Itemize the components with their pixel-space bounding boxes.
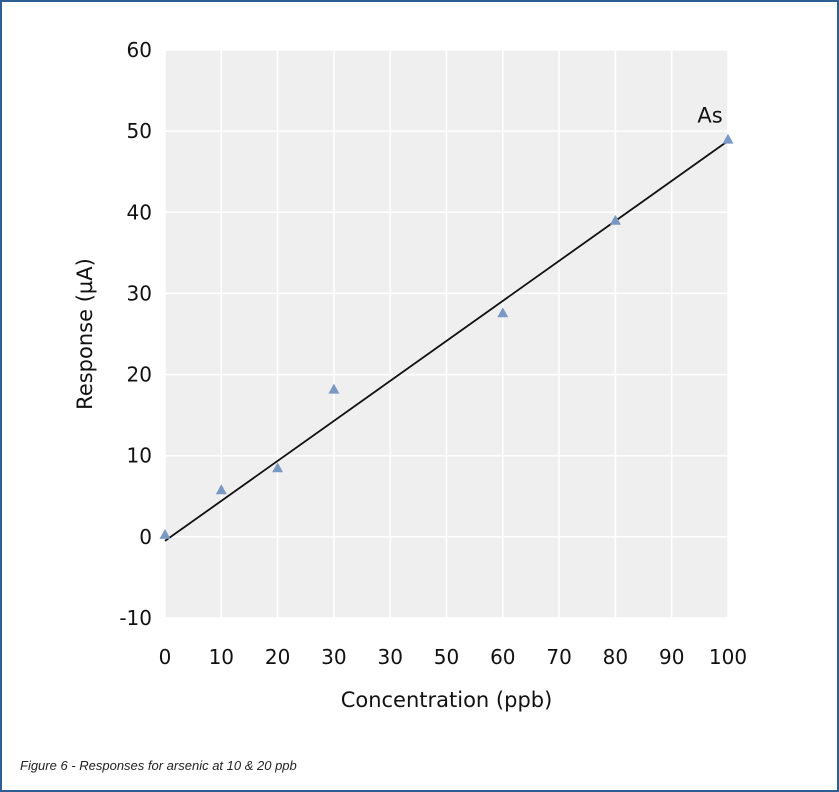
data-point	[272, 462, 284, 473]
x-tick-label: 30	[377, 645, 402, 669]
data-point	[609, 214, 621, 225]
y-tick-label: 0	[139, 525, 152, 549]
series-label: As	[697, 103, 722, 127]
y-tick-label: 50	[127, 119, 152, 143]
trendline	[164, 140, 729, 542]
y-tick-label: 20	[127, 363, 152, 387]
x-tick-label: 10	[209, 645, 234, 669]
gridlines	[164, 49, 729, 619]
data-point	[215, 484, 227, 495]
y-tick-label: 10	[127, 444, 152, 468]
y-tick-label: 40	[127, 200, 152, 224]
data-point	[497, 307, 509, 318]
tick-labels: 0 10 20 30 30 50 60 70 80 90 100 -10 0 10 20 30 40 50 60	[119, 38, 747, 669]
data-point	[159, 528, 171, 539]
figure-caption: Figure 6 - Responses for arsenic at 10 &…	[20, 758, 297, 773]
x-tick-label: 90	[659, 645, 684, 669]
x-tick-label: 20	[265, 645, 290, 669]
x-tick-label: 0	[159, 645, 172, 669]
y-tick-label: 30	[127, 281, 152, 305]
x-tick-label: 50	[434, 645, 459, 669]
y-tick-label: 60	[127, 38, 152, 62]
x-axis-label: Concentration (ppb)	[341, 688, 553, 712]
x-tick-label: 60	[490, 645, 515, 669]
data-points	[159, 133, 734, 539]
y-axis-label: Response (µA)	[73, 258, 97, 410]
x-tick-label: 100	[709, 645, 747, 669]
x-tick-label: 30	[321, 645, 346, 669]
x-tick-label: 80	[603, 645, 628, 669]
data-point	[328, 383, 340, 394]
x-tick-label: 70	[546, 645, 571, 669]
y-tick-label: -10	[119, 606, 152, 630]
data-point	[722, 133, 734, 144]
